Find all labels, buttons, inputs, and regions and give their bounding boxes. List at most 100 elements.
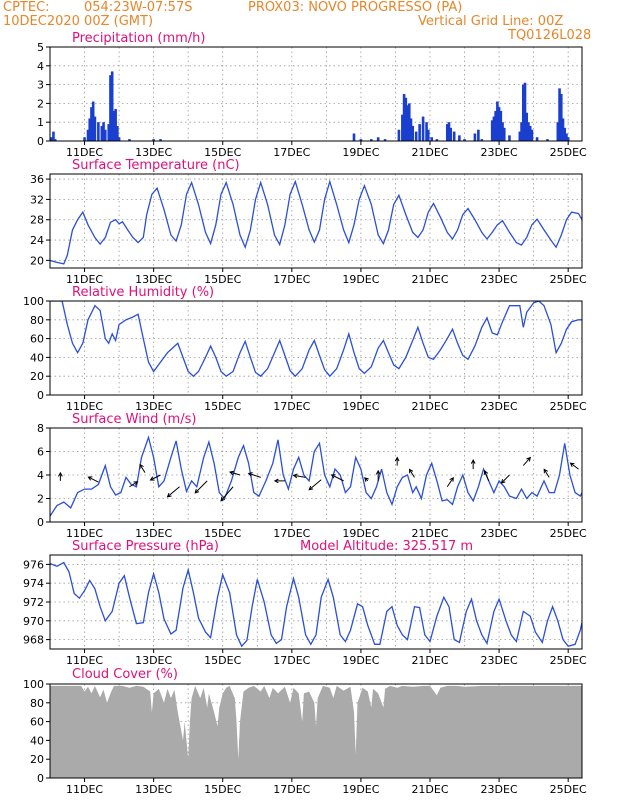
wind-arrow-head (228, 470, 235, 476)
precip-bar (401, 114, 404, 141)
wind-ytick-label: 0 (37, 516, 44, 529)
precip-bar (404, 97, 408, 141)
precip-frame (49, 46, 583, 142)
wind-arrow-head (526, 456, 531, 462)
precip-bar (447, 122, 451, 141)
cloud-ytick-label: 60 (30, 716, 44, 729)
precip-ytick-label: 5 (37, 41, 44, 54)
wind-arrow-head (292, 473, 298, 479)
temp-xtick-label: 17DEC (273, 273, 310, 286)
rh-xtick-label: 17DEC (273, 400, 310, 413)
rh-ytick-label: 20 (30, 370, 44, 383)
rh-xtick-label: 23DEC (481, 400, 518, 413)
precip-bar (463, 139, 466, 141)
wind-xtick-label: 13DEC (135, 527, 172, 540)
precip-bar (100, 125, 104, 141)
precip-bar (435, 139, 439, 141)
wind-xtick-label: 23DEC (481, 527, 518, 540)
rh-frame (49, 300, 583, 396)
rh-xtick-label: 25DEC (550, 400, 587, 413)
pressure-xtick-label: 19DEC (342, 654, 379, 667)
precip-bar (566, 137, 570, 141)
pressure-ytick-label: 972 (23, 596, 44, 609)
rh-xtick-label: 21DEC (411, 400, 448, 413)
precip-bar (490, 120, 494, 141)
precip-bar (352, 133, 356, 141)
precip-bar (527, 122, 530, 141)
temp-xtick-label: 21DEC (411, 273, 448, 286)
cloud-ytick-label: 80 (30, 697, 44, 710)
temp-line (50, 179, 582, 265)
wind-arrow-head (500, 479, 506, 484)
wind-arrow-head (470, 459, 476, 464)
rh-line (50, 301, 582, 378)
wind-arrow-head (139, 463, 144, 469)
precip-bar (50, 137, 54, 141)
precip-bar (116, 125, 119, 141)
precip-bar (411, 125, 415, 141)
temp-xtick-label: 23DEC (481, 273, 518, 286)
precip-bar (52, 131, 55, 141)
wind-frame (49, 427, 583, 523)
precip-title: Precipitation (mm/h) (72, 31, 205, 46)
wind-arrow (308, 479, 322, 491)
precip-bar (103, 129, 107, 141)
wind-arrow-head (57, 471, 63, 477)
temp-xtick-label: 25DEC (550, 273, 587, 286)
rh-ytick-label: 40 (30, 351, 44, 364)
precip-bar (421, 116, 425, 141)
header: CPTEC: 054:23W-07:57S PROX03: NOVO PROGR… (0, 0, 618, 44)
pressure-ytick-label: 974 (23, 577, 44, 590)
cloud-xtick-label: 13DEC (135, 783, 172, 796)
precip-bar (558, 88, 561, 141)
precip-bar (383, 139, 387, 141)
temp-plot-area (49, 173, 583, 269)
cloud-xtick-label: 17DEC (273, 783, 310, 796)
run-date: 10DEC2020 00Z (GMT) (3, 14, 154, 29)
model-code: TQ0126L028 (508, 28, 592, 43)
wind-arrow-head (364, 477, 369, 482)
precip-bar (128, 139, 131, 141)
pressure-xtick-label: 11DEC (66, 654, 103, 667)
cloud-xtick-label: 15DEC (204, 783, 241, 796)
precip-bar (556, 122, 560, 141)
precip-bar (114, 109, 117, 141)
rh-xtick-label: 11DEC (66, 400, 103, 413)
precip-bar (159, 139, 162, 141)
wind-xtick-label: 21DEC (411, 527, 448, 540)
wind-arrow (522, 457, 531, 466)
wind-xtick-label: 11DEC (66, 527, 103, 540)
cloud-ytick-label: 0 (37, 772, 44, 785)
wind-arrow (293, 474, 306, 478)
precip-bar (430, 137, 434, 141)
precip-bar (53, 139, 57, 141)
cloud-xtick-label: 21DEC (411, 783, 448, 796)
precip-bar (477, 129, 480, 141)
pressure-ytick-label: 976 (23, 558, 44, 571)
rh-ytick-label: 100 (23, 295, 44, 308)
coordinates: 054:23W-07:57S (84, 0, 193, 15)
wind-arrow (194, 480, 208, 494)
center-label: CPTEC: (3, 0, 50, 15)
precip-bar (452, 131, 456, 141)
temp-xtick-label: 13DEC (135, 273, 172, 286)
temp-ytick-label: 28 (30, 214, 44, 227)
rh-title: Relative Humidity (%) (72, 285, 214, 300)
precip-bar (107, 124, 111, 141)
rh-ytick-label: 0 (37, 389, 44, 402)
precip-bar (499, 110, 503, 141)
wind-arrow-head (247, 472, 253, 477)
station-name: PROX03: NOVO PROGRESSO (PA) (248, 0, 463, 15)
precip-bar (528, 125, 532, 141)
precip-bar (110, 71, 114, 141)
precip-bar (418, 124, 421, 141)
precip-bar (449, 127, 453, 141)
wind-ytick-label: 6 (37, 446, 44, 459)
precip-bar (520, 122, 523, 141)
cloud-xtick-label: 23DEC (481, 783, 518, 796)
temp-ytick-label: 24 (30, 234, 44, 247)
wind-arrow (331, 474, 344, 482)
precip-ytick-label: 3 (37, 79, 44, 92)
wind-arrow (409, 469, 415, 478)
wind-arrow-head (449, 476, 454, 482)
